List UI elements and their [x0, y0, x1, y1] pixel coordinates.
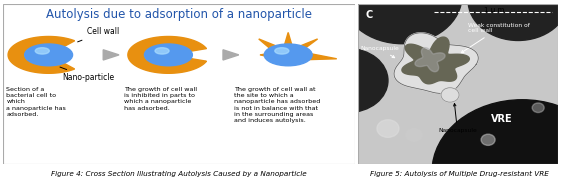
- Circle shape: [275, 48, 289, 54]
- Text: VRE: VRE: [491, 114, 513, 124]
- Polygon shape: [259, 32, 337, 64]
- Circle shape: [481, 134, 495, 145]
- Circle shape: [35, 48, 49, 54]
- Text: Figure 4: Cross Section Illustrating Autolysis Caused by a Nanoparticle: Figure 4: Cross Section Illustrating Aut…: [51, 171, 307, 177]
- Circle shape: [342, 0, 462, 44]
- Text: The growth of cell wall at
the site to which a
nanoparticle has adsorbed
is not : The growth of cell wall at the site to w…: [233, 87, 320, 123]
- Polygon shape: [128, 36, 206, 73]
- Text: Autolysis due to adsorption of a nanoparticle: Autolysis due to adsorption of a nanopar…: [46, 8, 312, 21]
- Circle shape: [155, 48, 169, 54]
- Circle shape: [432, 100, 561, 182]
- Text: The growth of cell wall
is inhibited in parts to
which a nanoparticle
has adsorb: The growth of cell wall is inhibited in …: [125, 87, 197, 110]
- Polygon shape: [8, 36, 75, 73]
- Text: Weak constitution of
cell wall: Weak constitution of cell wall: [461, 23, 530, 53]
- Text: Nanocapsule: Nanocapsule: [438, 104, 477, 133]
- Circle shape: [468, 0, 561, 40]
- Circle shape: [377, 120, 399, 137]
- Polygon shape: [394, 33, 478, 93]
- Circle shape: [264, 44, 312, 66]
- Text: Nano-particle: Nano-particle: [60, 67, 115, 82]
- Text: Cell wall: Cell wall: [77, 27, 119, 42]
- Polygon shape: [103, 50, 119, 60]
- Polygon shape: [223, 50, 239, 60]
- Circle shape: [532, 103, 544, 112]
- Polygon shape: [415, 48, 445, 72]
- Text: Section of a
bacterial cell to
which
a nanoparticle has
adsorbed.: Section of a bacterial cell to which a n…: [6, 87, 66, 117]
- Circle shape: [308, 48, 388, 112]
- Text: Figure 5: Autolysis of Multiple Drug-resistant VRE: Figure 5: Autolysis of Multiple Drug-res…: [370, 171, 549, 177]
- Circle shape: [25, 44, 72, 66]
- Circle shape: [144, 44, 192, 66]
- Text: 1 μ m: 1 μ m: [484, 7, 504, 13]
- Text: Nanocapsule: Nanocapsule: [360, 46, 399, 58]
- Circle shape: [441, 88, 459, 102]
- Circle shape: [406, 128, 422, 141]
- Polygon shape: [402, 37, 470, 84]
- Text: C: C: [366, 10, 373, 20]
